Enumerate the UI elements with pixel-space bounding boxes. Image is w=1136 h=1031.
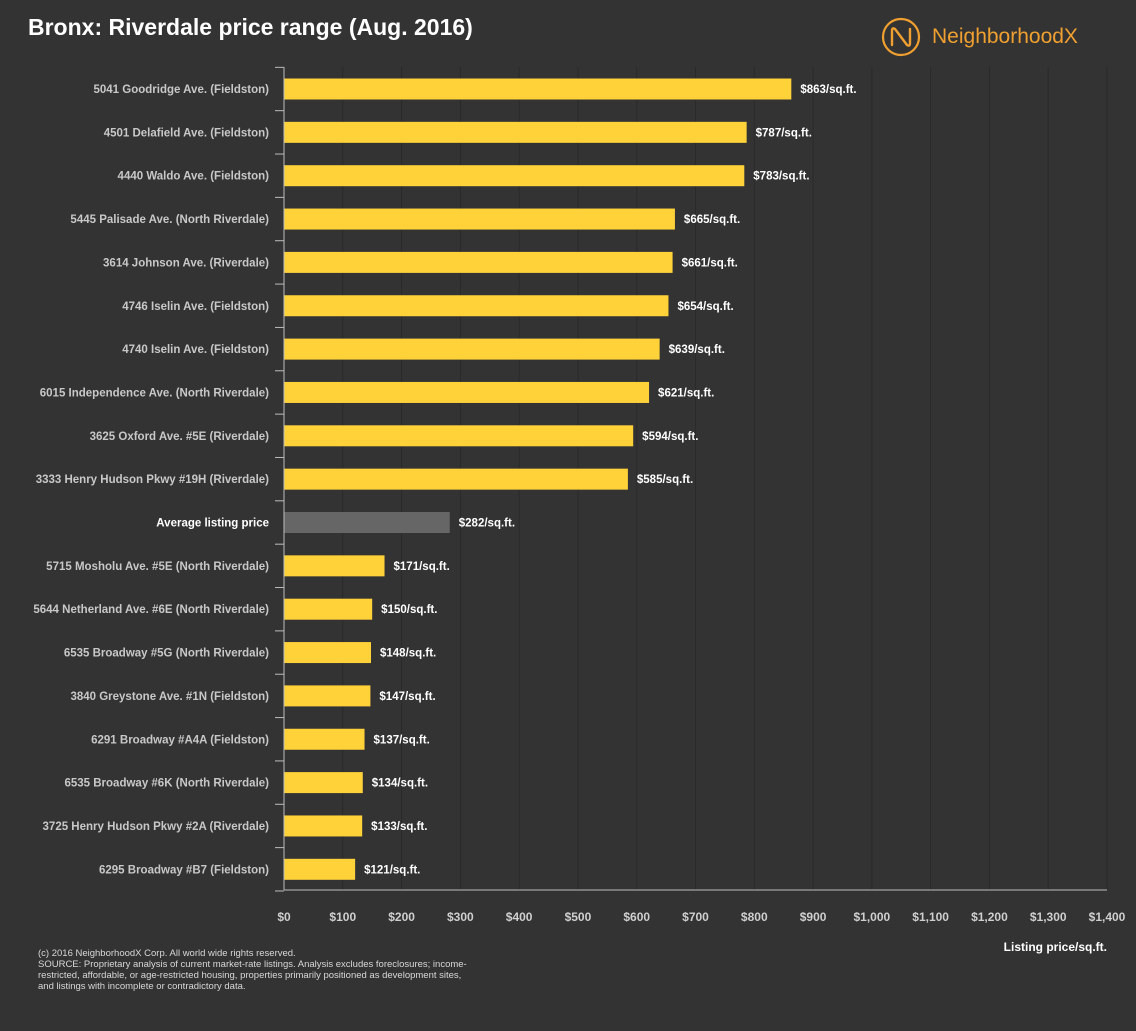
category-label: Average listing price — [156, 518, 269, 530]
bar — [284, 642, 372, 664]
category-label: 3614 Johnson Ave. (Riverdale) — [103, 257, 269, 269]
category-labels: 5041 Goodridge Ave. (Fieldston) 4501 Dela… — [33, 84, 269, 876]
category-label: 5445 Palisade Ave. (North Riverdale) — [70, 214, 269, 226]
axes: $0 $100 $200 $300 $400 $500 $600 $700 $800 $900 $1… — [275, 66, 1126, 954]
category-label: 5715 Mosholu Ave. #5E (North Riverdale) — [46, 561, 269, 573]
value-label: $654/sq.ft. — [677, 301, 733, 313]
bar — [284, 165, 745, 187]
footnote: (c) 2016 NeighborhoodX Corp. All world w… — [38, 948, 478, 992]
value-label: $621/sq.ft. — [658, 387, 714, 399]
category-label: 5041 Goodridge Ave. (Fieldston) — [93, 84, 269, 96]
bar — [284, 555, 385, 577]
x-tick-label: $100 — [329, 910, 356, 924]
category-label: 6015 Independence Ave. (North Riverdale) — [40, 387, 269, 399]
category-label: 3333 Henry Hudson Pkwy #19H (Riverdale) — [36, 474, 269, 486]
x-tick-label: $200 — [388, 910, 415, 924]
bar — [284, 251, 673, 273]
x-tick-label: $400 — [506, 910, 533, 924]
bar — [284, 78, 792, 100]
x-tick-label: $700 — [682, 910, 709, 924]
value-label: $594/sq.ft. — [642, 431, 698, 443]
value-label: $282/sq.ft. — [459, 518, 515, 530]
value-label: $661/sq.ft. — [682, 257, 738, 269]
category-label: 6535 Broadway #6K (North Riverdale) — [64, 778, 269, 790]
x-tick-label: $0 — [277, 910, 291, 924]
category-label: 6295 Broadway #B7 (Fieldston) — [99, 864, 269, 876]
copyright-text: (c) 2016 NeighborhoodX Corp. All world w… — [38, 948, 296, 959]
value-label: $171/sq.ft. — [394, 561, 450, 573]
x-tick-label: $1,300 — [1030, 910, 1067, 924]
chart-title: Bronx: Riverdale price range (Aug. 2016) — [28, 14, 473, 40]
brand-name: NeighborhoodX — [932, 25, 1078, 48]
value-label: $148/sq.ft. — [380, 648, 436, 660]
value-label: $863/sq.ft. — [800, 84, 856, 96]
value-label: $150/sq.ft. — [381, 604, 437, 616]
bars — [284, 78, 792, 880]
category-label: 6291 Broadway #A4A (Fieldston) — [91, 734, 269, 746]
category-label: 5644 Netherland Ave. #6E (North Riverdal… — [33, 604, 269, 616]
value-label: $137/sq.ft. — [374, 734, 430, 746]
value-label: $133/sq.ft. — [371, 821, 427, 833]
x-tick-label: $1,000 — [854, 910, 891, 924]
value-label: $134/sq.ft. — [372, 778, 428, 790]
average-bar — [284, 512, 450, 533]
bar — [284, 858, 356, 880]
x-tick-label: $1,400 — [1089, 910, 1126, 924]
bar — [284, 425, 634, 447]
bar — [284, 772, 363, 794]
category-label: 4440 Waldo Ave. (Fieldston) — [118, 171, 270, 183]
category-label: 3840 Greystone Ave. #1N (Fieldston) — [70, 691, 269, 703]
category-label: 3625 Oxford Ave. #5E (Riverdale) — [90, 431, 270, 443]
value-label: $121/sq.ft. — [364, 864, 420, 876]
value-label: $639/sq.ft. — [669, 344, 725, 356]
bar — [284, 815, 363, 837]
bar — [284, 295, 669, 317]
category-label: 6535 Broadway #5G (North Riverdale) — [64, 648, 269, 660]
x-axis-label: Listing price/sq.ft. — [1004, 940, 1107, 954]
x-tick-label: $300 — [447, 910, 474, 924]
category-label: 4501 Delafield Ave. (Fieldston) — [104, 127, 269, 139]
bar — [284, 208, 675, 230]
bar — [284, 598, 373, 620]
bar — [284, 381, 650, 403]
value-label: $783/sq.ft. — [753, 171, 809, 183]
source-text: SOURCE: Proprietary analysis of current … — [38, 959, 467, 992]
x-tick-label: $900 — [800, 910, 827, 924]
grid-lines — [342, 67, 1108, 890]
category-label: 4746 Iselin Ave. (Fieldston) — [122, 301, 269, 313]
bar — [284, 338, 660, 360]
x-tick-label: $1,100 — [912, 910, 949, 924]
value-label: $787/sq.ft. — [756, 127, 812, 139]
value-label: $585/sq.ft. — [637, 474, 693, 486]
value-label: $147/sq.ft. — [379, 691, 435, 703]
value-labels: $863/sq.ft. $787/sq.ft. $783/sq.ft. $665/sq… — [364, 84, 856, 876]
bar — [284, 685, 371, 707]
neighborhoodx-logo-icon — [881, 17, 921, 57]
x-tick-label: $600 — [623, 910, 650, 924]
category-label: 4740 Iselin Ave. (Fieldston) — [122, 344, 269, 356]
bar — [284, 468, 628, 490]
brand-logo: NeighborhoodX — [880, 16, 1078, 58]
x-tick-label: $1,200 — [971, 910, 1008, 924]
bar — [284, 728, 365, 750]
x-tick-label: $500 — [565, 910, 592, 924]
category-label: 3725 Henry Hudson Pkwy #2A (Riverdale) — [43, 821, 270, 833]
bar — [284, 121, 747, 143]
value-label: $665/sq.ft. — [684, 214, 740, 226]
x-tick-label: $800 — [741, 910, 768, 924]
